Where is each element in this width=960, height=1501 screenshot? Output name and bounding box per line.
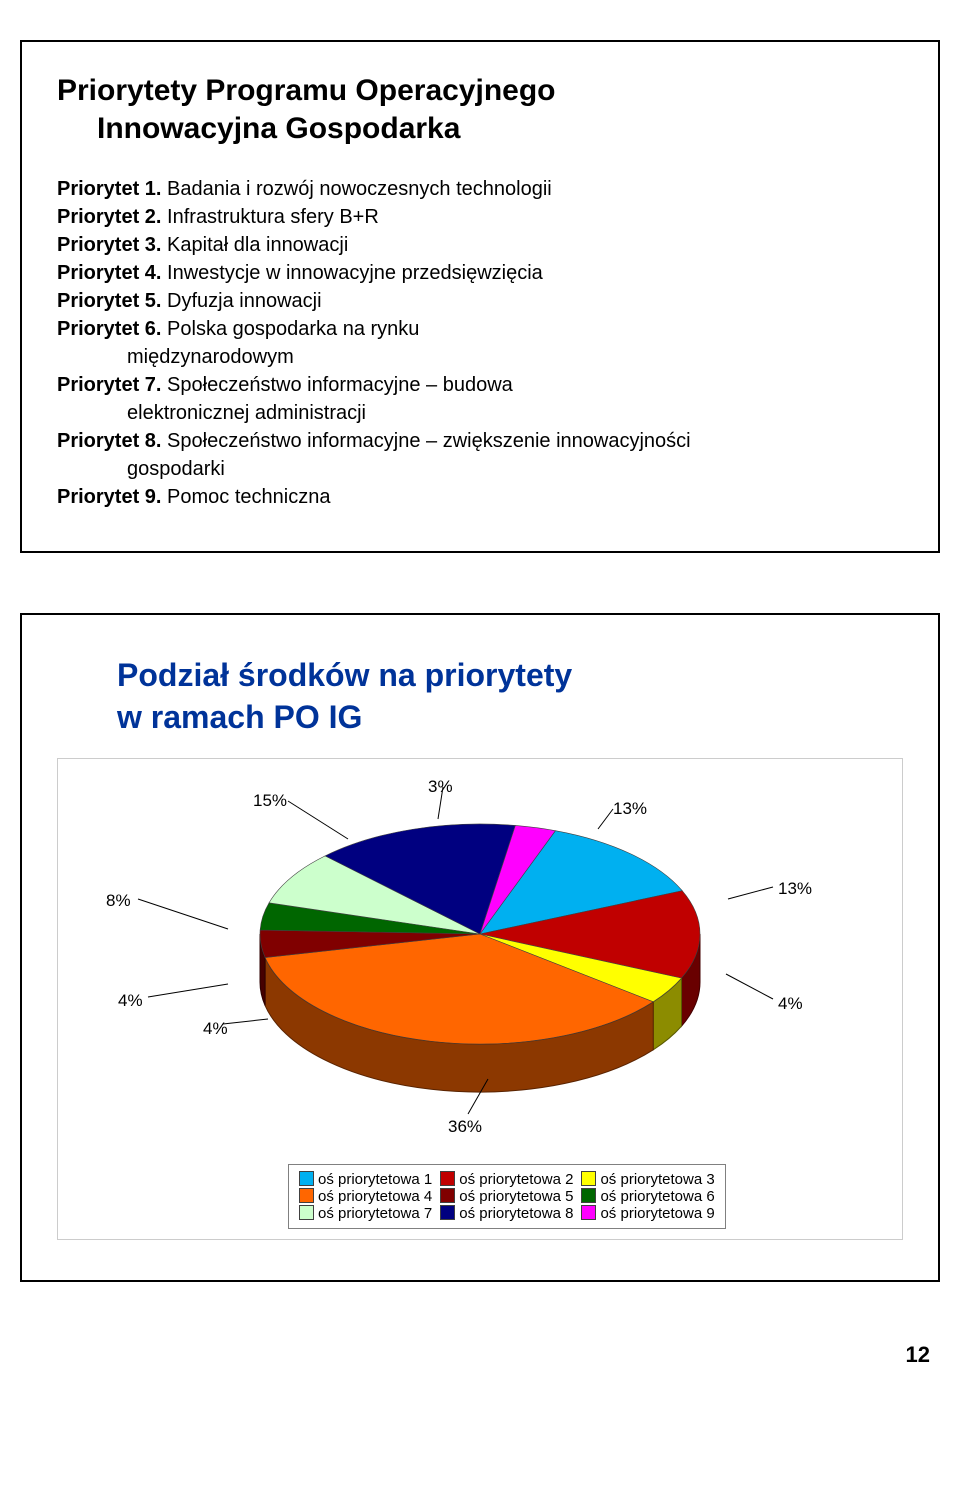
slide2-title-line2: w ramach PO IG [117, 699, 362, 735]
priority-head: Priorytet 1. [57, 178, 161, 200]
priority-list: Priorytet 1. Badania i rozwój nowoczesny… [57, 175, 903, 511]
pie-slice-label: 4% [778, 994, 803, 1014]
priority-tail: Pomoc techniczna [161, 486, 330, 508]
pie-slice-label: 3% [428, 777, 453, 797]
priority-line: Priorytet 3. Kapitał dla innowacji [57, 231, 903, 259]
priority-tail: Infrastruktura sfery B+R [161, 206, 378, 228]
priority-tail: Kapitał dla innowacji [161, 234, 348, 256]
pie-slice-label: 4% [203, 1019, 228, 1039]
slide1-title: Priorytety Programu Operacyjnego Innowac… [57, 72, 903, 147]
slide2-title-line1: Podział środków na priorytety [117, 657, 572, 693]
legend-label: oś priorytetowa 5 [459, 1188, 573, 1205]
pie-slice-label: 13% [778, 879, 812, 899]
legend-swatch [581, 1171, 596, 1186]
legend-label: oś priorytetowa 4 [318, 1188, 432, 1205]
priority-tail: Badania i rozwój nowoczesnych technologi… [161, 178, 551, 200]
legend-swatch [299, 1188, 314, 1203]
priority-tail: gospodarki [127, 458, 225, 480]
legend-label: oś priorytetowa 9 [600, 1205, 714, 1222]
priority-head: Priorytet 2. [57, 206, 161, 228]
priority-line: elektronicznej administracji [57, 399, 903, 427]
priority-line: Priorytet 1. Badania i rozwój nowoczesny… [57, 175, 903, 203]
priority-line: gospodarki [57, 455, 903, 483]
page-number: 12 [20, 1342, 940, 1368]
chart-legend: oś priorytetowa 1oś priorytetowa 2oś pri… [288, 1164, 726, 1229]
priority-line: Priorytet 4. Inwestycje w innowacyjne pr… [57, 259, 903, 287]
priority-tail: elektronicznej administracji [127, 402, 366, 424]
pie-slice-label: 36% [448, 1117, 482, 1137]
legend-swatch [299, 1205, 314, 1220]
pie-slice-label: 4% [118, 991, 143, 1011]
priority-tail: Społeczeństwo informacyjne – budowa [161, 374, 512, 396]
priority-head: Priorytet 7. [57, 374, 161, 396]
legend-swatch [440, 1171, 455, 1186]
priority-tail: Polska gospodarka na rynku [161, 318, 419, 340]
priority-tail: Dyfuzja innowacji [161, 290, 321, 312]
priority-line: Priorytet 5. Dyfuzja innowacji [57, 287, 903, 315]
legend-swatch [581, 1188, 596, 1203]
priority-head: Priorytet 9. [57, 486, 161, 508]
legend-label: oś priorytetowa 2 [459, 1171, 573, 1188]
pie-slice-label: 8% [106, 891, 131, 911]
title-line1: Priorytety Programu Operacyjnego [57, 74, 556, 107]
legend-label: oś priorytetowa 8 [459, 1205, 573, 1222]
slide-1: Priorytety Programu Operacyjnego Innowac… [20, 40, 940, 553]
priority-line: Priorytet 8. Społeczeństwo informacyjne … [57, 427, 903, 455]
priority-line: międzynarodowym [57, 343, 903, 371]
slide2-title: Podział środków na priorytety w ramach P… [117, 655, 903, 738]
priority-line: Priorytet 2. Infrastruktura sfery B+R [57, 203, 903, 231]
priority-head: Priorytet 4. [57, 262, 161, 284]
pie-chart: 13%13%4%36%4%4%8%15%3%oś priorytetowa 1o… [57, 758, 903, 1240]
pie-slice-label: 13% [613, 799, 647, 819]
priority-line: Priorytet 6. Polska gospodarka na rynku [57, 315, 903, 343]
legend-swatch [299, 1171, 314, 1186]
legend-label: oś priorytetowa 6 [600, 1188, 714, 1205]
priority-line: Priorytet 7. Społeczeństwo informacyjne … [57, 371, 903, 399]
legend-label: oś priorytetowa 3 [600, 1171, 714, 1188]
priority-head: Priorytet 5. [57, 290, 161, 312]
priority-tail: Społeczeństwo informacyjne – zwiększenie… [161, 430, 690, 452]
priority-tail: Inwestycje w innowacyjne przedsięwzięcia [161, 262, 542, 284]
slide-2: Podział środków na priorytety w ramach P… [20, 613, 940, 1282]
legend-swatch [440, 1205, 455, 1220]
legend-label: oś priorytetowa 7 [318, 1205, 432, 1222]
priority-head: Priorytet 6. [57, 318, 161, 340]
legend-swatch [440, 1188, 455, 1203]
priority-head: Priorytet 8. [57, 430, 161, 452]
priority-line: Priorytet 9. Pomoc techniczna [57, 483, 903, 511]
title-line2: Innowacyjna Gospodarka [57, 112, 460, 145]
priority-tail: międzynarodowym [127, 346, 294, 368]
priority-head: Priorytet 3. [57, 234, 161, 256]
legend-swatch [581, 1205, 596, 1220]
legend-label: oś priorytetowa 1 [318, 1171, 432, 1188]
pie-slice-label: 15% [253, 791, 287, 811]
